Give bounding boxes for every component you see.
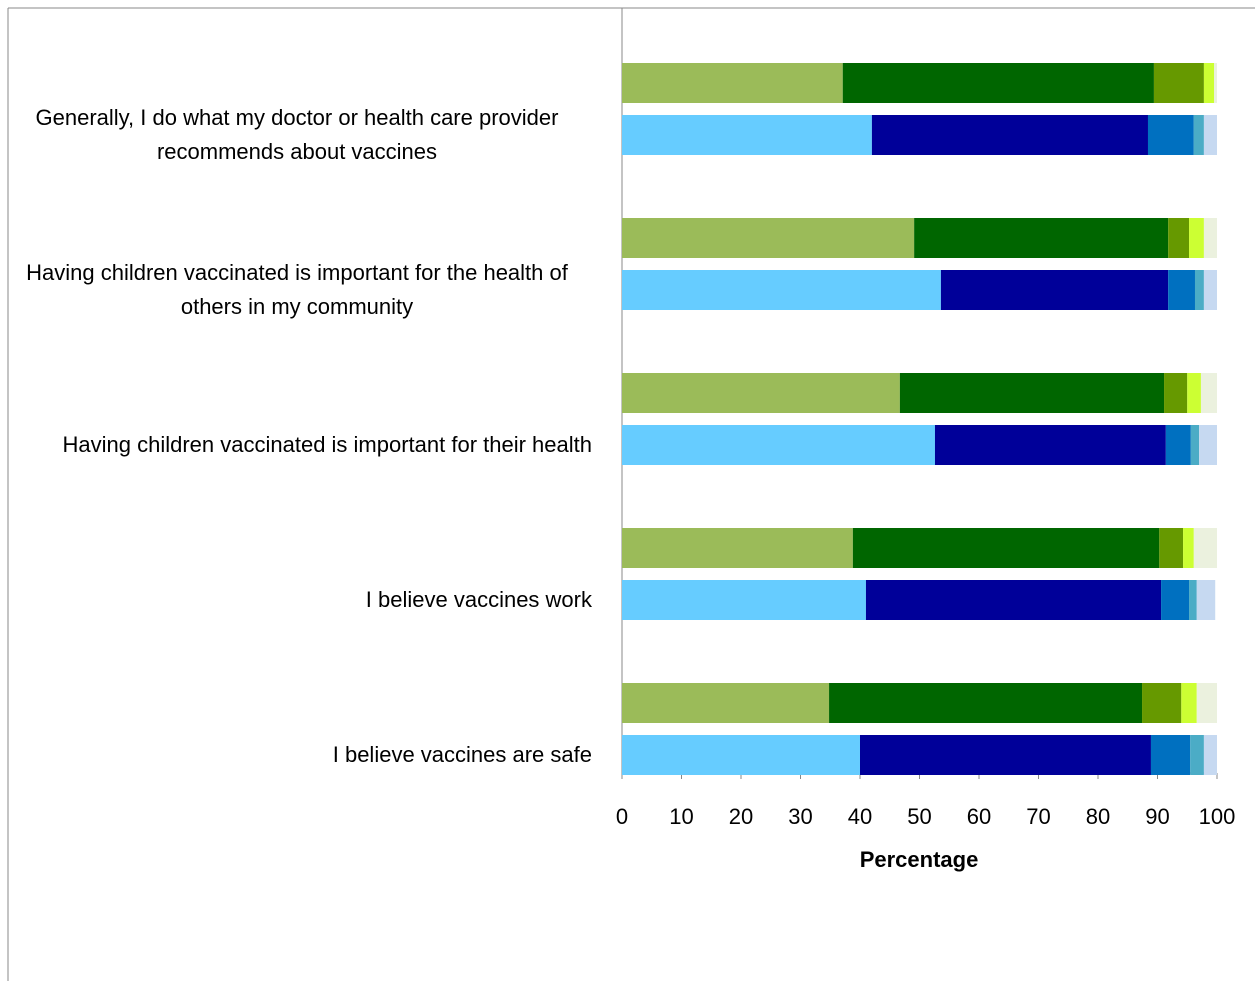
bar-segment <box>1199 425 1217 465</box>
category-label-box: Generally, I do what my doctor or health… <box>0 95 592 175</box>
bar-segment <box>940 270 1169 310</box>
x-tick-label: 10 <box>669 804 693 829</box>
bar-segment <box>622 115 872 155</box>
bar-segment <box>1193 115 1204 155</box>
category-label: Having children vaccinated is important … <box>62 432 593 457</box>
bar-segment <box>1203 735 1217 775</box>
x-tick-label: 90 <box>1145 804 1169 829</box>
bar-segment <box>852 528 1160 568</box>
x-tick-label: 60 <box>967 804 991 829</box>
category-label: I believe vaccines are safe <box>332 742 592 767</box>
bar-segment <box>1153 63 1204 103</box>
bar-segment <box>1203 218 1217 258</box>
bar-segment <box>1142 683 1182 723</box>
category-label-box: I believe vaccines are safe <box>0 715 592 795</box>
bar-segment <box>1196 580 1216 620</box>
bar-segment <box>865 580 1162 620</box>
bar-segment <box>860 735 1151 775</box>
x-tick-label: 40 <box>848 804 872 829</box>
bar-segment <box>1159 528 1184 568</box>
bar-segment <box>1190 425 1200 465</box>
category-label: Having children vaccinated is important … <box>26 260 568 319</box>
bar-segment <box>1150 735 1191 775</box>
bar-segment <box>914 218 1169 258</box>
bar-segment <box>1168 270 1195 310</box>
bar-segment <box>1200 373 1217 413</box>
bar-segment <box>622 218 915 258</box>
bar-segment <box>622 63 843 103</box>
bar-segment <box>622 425 935 465</box>
x-tick-label: 50 <box>907 804 931 829</box>
bar-segment <box>842 63 1154 103</box>
bar-segment <box>1203 115 1217 155</box>
category-label-box: I believe vaccines work <box>0 560 592 640</box>
category-label-box: Having children vaccinated is important … <box>0 405 593 485</box>
x-tick-label: 30 <box>788 804 812 829</box>
bar-segment <box>1189 580 1197 620</box>
bar-segment <box>1194 270 1204 310</box>
bar-segment <box>622 580 866 620</box>
x-tick-label: 20 <box>729 804 753 829</box>
bar-segment <box>1181 683 1197 723</box>
bar-segment <box>934 425 1166 465</box>
bar-segment <box>1196 683 1217 723</box>
bar-segment <box>1190 735 1204 775</box>
bar-segment <box>622 683 830 723</box>
bar-segment <box>622 735 860 775</box>
x-tick-label: 80 <box>1086 804 1110 829</box>
x-tick-label: 100 <box>1199 804 1236 829</box>
bar-segment <box>622 528 853 568</box>
category-label: I believe vaccines work <box>365 587 592 612</box>
bar-segment <box>871 115 1148 155</box>
bar-segment <box>829 683 1143 723</box>
bar-segment <box>1164 373 1188 413</box>
x-tick-label: 70 <box>1026 804 1050 829</box>
bar-segment <box>1168 218 1190 258</box>
category-label: Generally, I do what my doctor or health… <box>35 105 559 164</box>
bar-segment <box>1147 115 1194 155</box>
bar-segment <box>1193 528 1217 568</box>
x-tick-label: 0 <box>616 804 628 829</box>
bar-segment <box>1183 528 1194 568</box>
bar-segment <box>1203 270 1217 310</box>
bar-segment <box>1165 425 1191 465</box>
category-label-box: Having children vaccinated is important … <box>0 250 592 330</box>
x-axis-label: Percentage <box>860 847 979 872</box>
bar-segment <box>622 373 900 413</box>
bar-segment <box>622 270 941 310</box>
bar-segment <box>1161 580 1190 620</box>
bar-segment <box>1203 63 1215 103</box>
bar-segment <box>1189 218 1204 258</box>
bar-segment <box>899 373 1165 413</box>
bar-segment <box>1214 63 1217 103</box>
bar-segment <box>1187 373 1201 413</box>
